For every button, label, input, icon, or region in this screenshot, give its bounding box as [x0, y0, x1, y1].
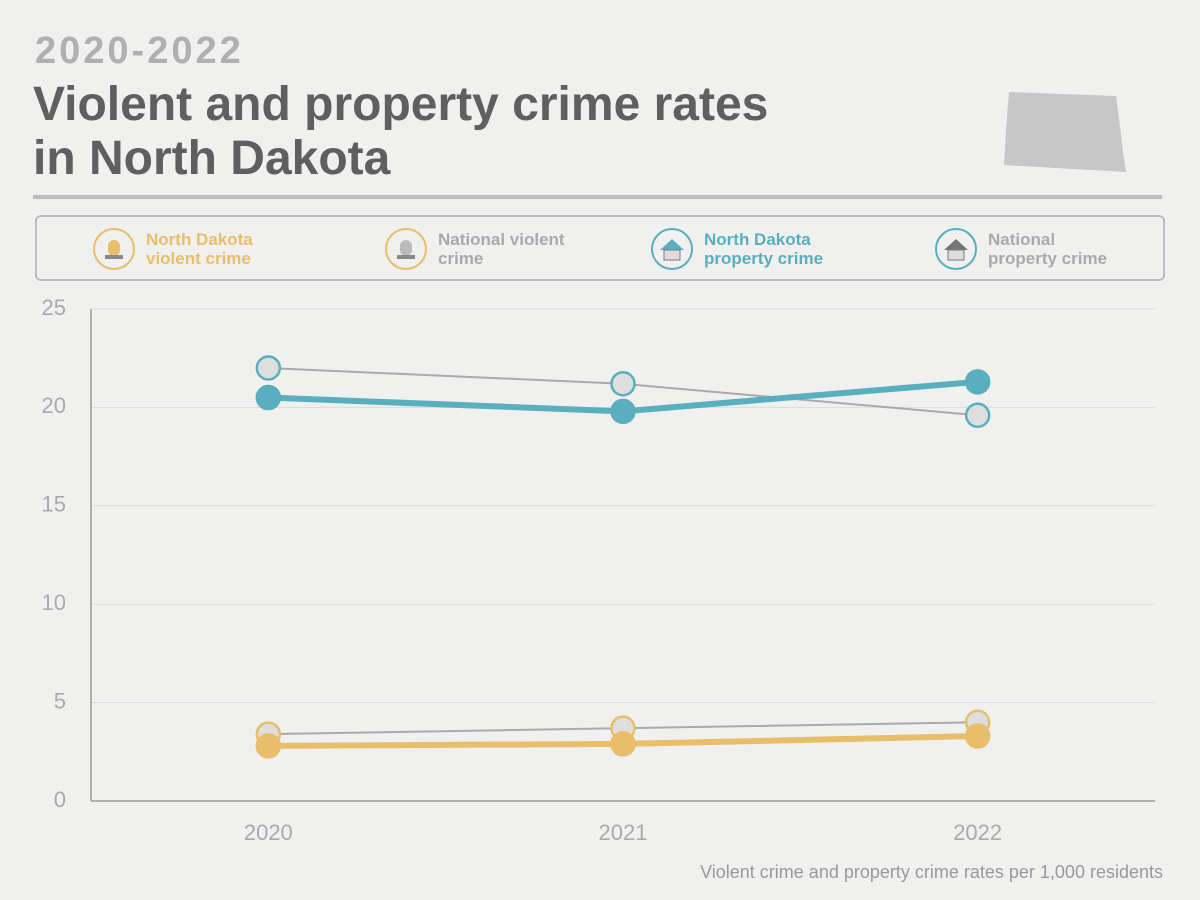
- icon-shape: [660, 239, 684, 250]
- title: Violent and property crime rates in Nort…: [33, 78, 769, 185]
- x-tick-label: 2021: [599, 820, 648, 845]
- icon-shape: [397, 255, 415, 259]
- icon-ring: [385, 228, 427, 270]
- legend-label: National violent crime: [438, 230, 565, 268]
- legend-item: National violent crime: [384, 227, 578, 271]
- y-tick-label: 0: [54, 787, 66, 812]
- state-map: [1004, 92, 1126, 172]
- legend-item: North Dakota property crime: [650, 227, 844, 271]
- data-point: [255, 733, 282, 759]
- legend-item: North Dakota violent crime: [92, 227, 286, 271]
- legend-item: National property crime: [934, 227, 1128, 271]
- legend-icon: [935, 228, 977, 270]
- icon-shape: [400, 240, 412, 256]
- legend-icon: [651, 228, 693, 270]
- data-point: [610, 398, 636, 425]
- y-tick-label: 15: [42, 492, 66, 517]
- y-tick-label: 25: [42, 295, 66, 320]
- icon-shape: [663, 249, 681, 261]
- legend-label: National property crime: [988, 230, 1108, 268]
- icon-shape: [105, 255, 123, 259]
- legend-label: North Dakota violent crime: [146, 230, 253, 268]
- divider: [33, 195, 1162, 199]
- data-point: [964, 723, 991, 749]
- y-tick-label: 5: [54, 688, 66, 713]
- legend-icon: [93, 228, 135, 270]
- data-point: [610, 731, 636, 757]
- data-point: [255, 384, 282, 411]
- y-tick-label: 20: [42, 393, 66, 418]
- footnote: Violent crime and property crime rates p…: [700, 862, 1163, 882]
- icon-shape: [944, 239, 968, 250]
- icon-ring: [651, 228, 693, 270]
- icon-shape: [108, 240, 120, 256]
- data-point: [964, 402, 991, 429]
- subtitle: 2020-2022: [35, 30, 244, 72]
- icon-shape: [947, 249, 965, 261]
- chart: 0 5 10 15 20 25 2020 2021 2022: [42, 295, 1155, 845]
- data-point: [964, 369, 991, 395]
- x-tick-label: 2020: [244, 820, 293, 845]
- icon-ring: [935, 228, 977, 270]
- icon-ring: [93, 228, 135, 270]
- x-tick-label: 2022: [953, 820, 1002, 845]
- data-point: [610, 371, 636, 397]
- y-tick-label: 10: [42, 590, 66, 615]
- legend-icon: [385, 228, 427, 270]
- legend-label: North Dakota property crime: [704, 230, 824, 268]
- data-point: [255, 355, 282, 381]
- legend: North Dakota violent crime National viole…: [35, 215, 1165, 281]
